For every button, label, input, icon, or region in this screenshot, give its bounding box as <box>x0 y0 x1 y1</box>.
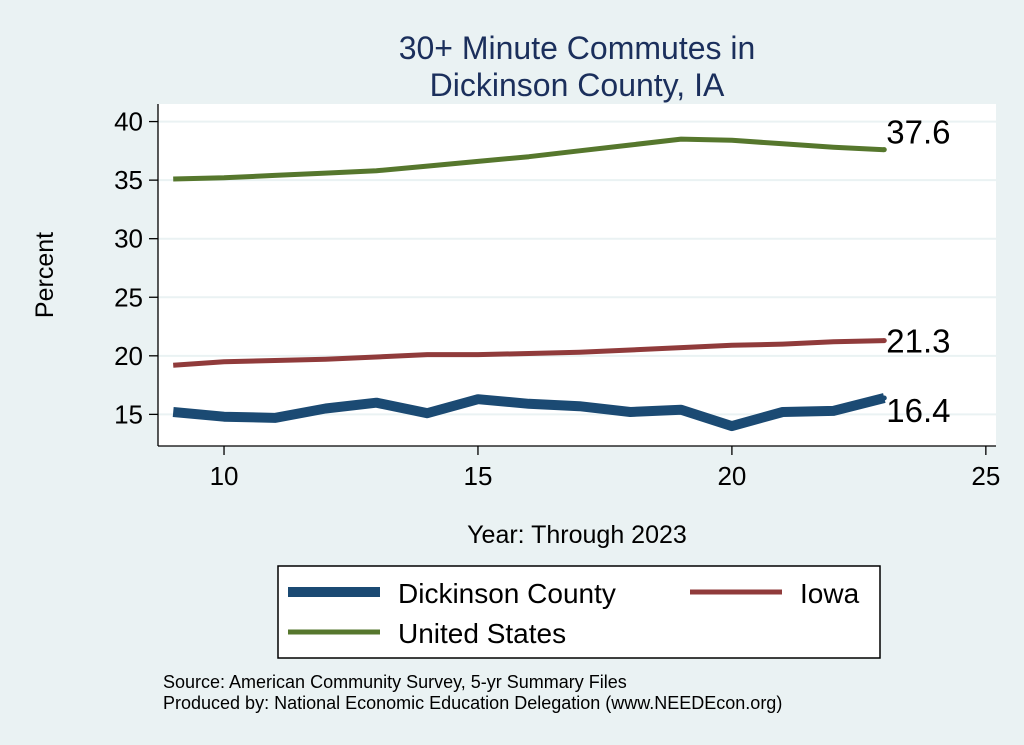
x-tick-label-15: 15 <box>464 461 493 491</box>
series-endpoint-dickinson-county <box>881 395 887 401</box>
x-tick-label-20: 20 <box>717 461 746 491</box>
legend: Dickinson County Iowa United States <box>277 565 881 659</box>
y-tick-label-25: 25 <box>114 282 143 312</box>
data-label-dickinson-county-end: 16.4 <box>886 392 950 429</box>
legend-box <box>277 565 881 659</box>
series-line-dickinson-county <box>172 393 886 432</box>
producer-note: Produced by: National Economic Education… <box>163 693 782 713</box>
y-tick-label-15: 15 <box>114 399 143 429</box>
series-endpoint-iowa <box>881 338 887 344</box>
chart-title-line-1: 30+ Minute Commutes in <box>399 30 756 66</box>
legend-label-united-states: United States <box>398 618 566 649</box>
data-label-iowa-end: 21.3 <box>886 323 950 360</box>
chart-title-line-2: Dickinson County, IA <box>430 67 725 103</box>
y-tick-label-40: 40 <box>114 107 143 137</box>
series-line-iowa <box>173 338 885 368</box>
series-endpoint-united-states <box>881 147 887 153</box>
x-axis-label: Year: Through 2023 <box>467 521 687 549</box>
legend-label-dickinson-county: Dickinson County <box>398 578 616 609</box>
series-line-united-states <box>173 136 885 182</box>
x-tick-label-25: 25 <box>971 461 1000 491</box>
plot-area <box>158 104 996 446</box>
data-label-united-states-end: 37.6 <box>886 114 950 151</box>
y-tick-label-35: 35 <box>114 165 143 195</box>
y-axis-label: Percent <box>31 232 59 318</box>
y-tick-label-20: 20 <box>114 341 143 371</box>
source-note: Source: American Community Survey, 5-yr … <box>163 672 627 692</box>
y-tick-label-30: 30 <box>114 224 143 254</box>
legend-label-iowa: Iowa <box>800 578 860 609</box>
x-tick-label-10: 10 <box>210 461 239 491</box>
